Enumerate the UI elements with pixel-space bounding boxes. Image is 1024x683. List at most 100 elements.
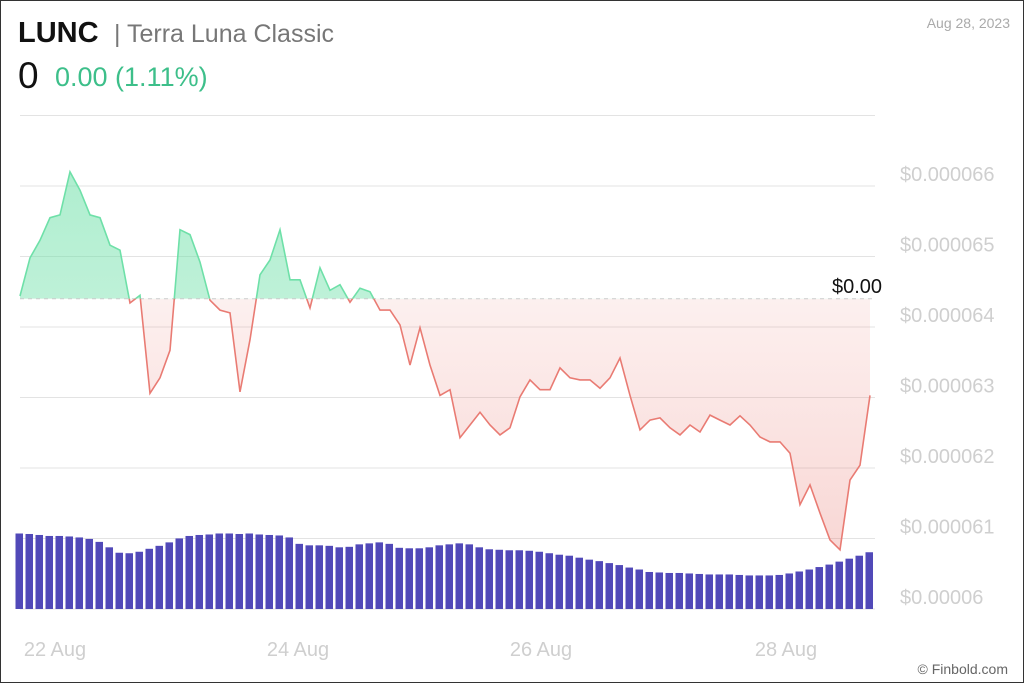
volume-bar	[685, 573, 693, 609]
volume-bar	[485, 549, 493, 609]
price-line-down	[128, 298, 871, 552]
price-change: 0.00 (1.11%)	[55, 62, 208, 92]
y-tick-label: $0.000063	[900, 376, 995, 398]
volume-bar	[775, 574, 783, 609]
volume-bar	[745, 575, 753, 609]
y-tick-label: $0.000061	[900, 517, 995, 539]
volume-bar	[865, 552, 873, 609]
volume-bar	[725, 574, 733, 609]
volume-bar	[315, 545, 323, 609]
volume-bar	[555, 554, 563, 609]
volume-bar	[585, 559, 593, 609]
volume-bar	[705, 574, 713, 609]
volume-bar	[415, 548, 423, 609]
volume-bar	[375, 542, 383, 609]
volume-bar	[785, 573, 793, 609]
x-tick-label: 28 Aug	[755, 639, 817, 661]
volume-bar	[45, 535, 53, 609]
volume-bar	[515, 550, 523, 609]
volume-bar	[15, 533, 23, 609]
volume-bar	[255, 534, 263, 609]
x-tick-label: 26 Aug	[510, 639, 572, 661]
volume-bar	[575, 557, 583, 609]
volume-bar	[655, 572, 663, 609]
volume-bar	[425, 547, 433, 609]
volume-bar	[675, 572, 683, 609]
x-tick-label: 22 Aug	[24, 639, 86, 661]
volume-bar	[435, 545, 443, 609]
volume-bar	[755, 575, 763, 609]
area-down	[20, 298, 870, 550]
volume-bar	[815, 567, 823, 609]
volume-bar	[35, 534, 43, 609]
volume-bar	[565, 555, 573, 609]
volume-bar	[75, 537, 83, 609]
volume-bar	[245, 533, 253, 609]
volume-bar	[365, 543, 373, 609]
volume-bar	[845, 558, 853, 609]
y-tick-label: $0.000065	[900, 235, 995, 257]
date: Aug 28, 2023	[927, 15, 1011, 31]
coin-name: | Terra Luna Classic	[114, 20, 334, 48]
source: © Finbold.com	[918, 661, 1008, 677]
volume-bar	[195, 534, 203, 609]
volume-bar	[345, 546, 353, 609]
volume-bar	[475, 547, 483, 609]
area-up	[20, 171, 374, 299]
volume-bar	[635, 569, 643, 609]
volume-bar	[735, 574, 743, 609]
volume-bar	[795, 571, 803, 609]
volume-bar	[205, 534, 213, 609]
baseline-label: $0.00	[832, 276, 882, 298]
volume-bar	[175, 538, 183, 609]
volume-bar	[95, 541, 103, 609]
y-tick-label: $0.000064	[900, 305, 995, 327]
volume-bar	[105, 547, 113, 609]
volume-bar	[445, 544, 453, 609]
volume-bar	[465, 544, 473, 609]
volume-bar	[505, 550, 513, 609]
volume-bar	[545, 553, 553, 609]
volume-bar	[645, 571, 653, 609]
volume-bar	[115, 552, 123, 609]
volume-bar	[395, 547, 403, 609]
volume-bar	[135, 551, 143, 609]
volume-bar	[595, 561, 603, 609]
volume-bar	[455, 543, 463, 609]
volume-bar	[235, 533, 243, 609]
volume-bar	[765, 575, 773, 609]
volume-bar	[625, 567, 633, 609]
price: 0	[18, 55, 39, 96]
volume-bar	[355, 544, 363, 609]
ticker: LUNC	[18, 17, 99, 49]
volume-bar	[385, 543, 393, 609]
volume-bar	[715, 574, 723, 609]
volume-bar	[805, 569, 813, 609]
volume-bar	[55, 535, 63, 609]
volume-bar	[215, 533, 223, 609]
volume-bar	[335, 547, 343, 609]
plot: $0.00006 $0.000061 $0.000062 $0.000063 $0.00…	[15, 115, 995, 661]
volume-bar	[525, 550, 533, 609]
volume-bar	[265, 534, 273, 609]
y-tick-label: $0.000066	[900, 164, 995, 186]
volume-bar	[85, 538, 93, 609]
y-tick-label: $0.000062	[900, 446, 995, 468]
volume-bar	[305, 545, 313, 609]
volume-bar	[165, 542, 173, 609]
volume-bar	[695, 573, 703, 609]
x-tick-label: 24 Aug	[267, 639, 329, 661]
volume-bar	[145, 548, 153, 609]
volume-bar	[285, 537, 293, 609]
y-tick-label: $0.00006	[900, 587, 983, 609]
volume-bar	[605, 563, 613, 609]
volume-bar	[825, 564, 833, 609]
volume-bar	[275, 535, 283, 609]
volume-bar	[65, 536, 73, 609]
volume-bar	[855, 555, 863, 609]
volume-bar	[125, 553, 133, 609]
volume-bar	[835, 561, 843, 609]
volume-bar	[665, 572, 673, 609]
volume-bar	[325, 545, 333, 609]
